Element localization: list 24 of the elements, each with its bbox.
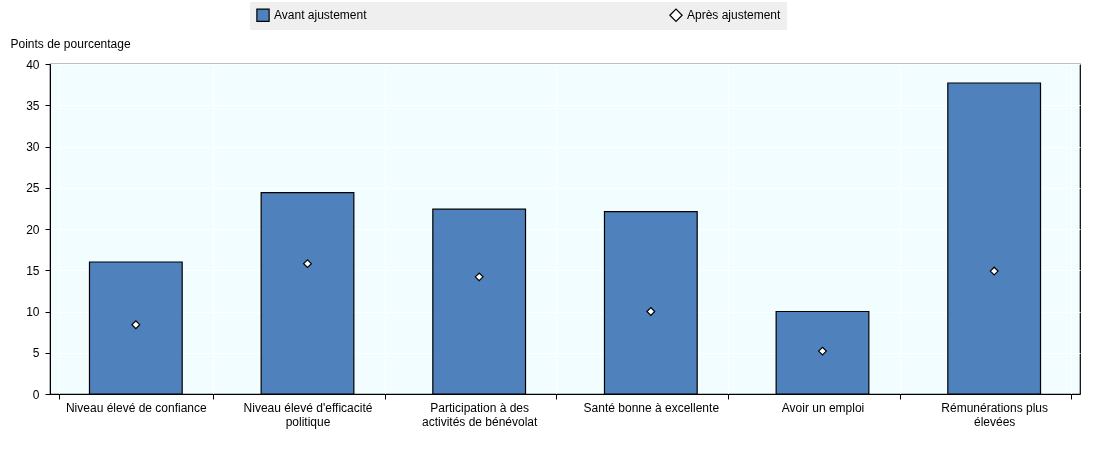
y-axis-title: Points de pourcentage [10,36,131,51]
y-tick-label: 15 [26,263,40,278]
y-tick-label: 40 [26,57,40,72]
y-tick-label: 35 [26,98,40,113]
legend-label: Avant ajustement [274,8,368,23]
y-tick-label: 20 [26,222,40,237]
point [131,320,141,330]
y-tick-label: 30 [26,140,40,154]
point [474,272,484,282]
x-tick-label: Santé bonne à excellente [583,400,720,415]
y-tick-label: 0 [32,387,40,402]
x-tick-label: Niveau élevé de confiance [65,400,208,415]
x-tick-label: Rémunérations plus élevées [941,400,1049,429]
y-tick-label: 25 [26,181,40,196]
x-tick-label: Niveau élevé d'efficacité politique [243,400,373,429]
point [303,259,312,269]
y-tick-label: 10 [26,305,40,319]
point [646,307,656,316]
y-tick-label: 5 [32,346,40,361]
legend-label: Après ajustement [687,8,782,23]
x-tick-label: Avoir un emploi [781,400,865,415]
x-tick-label: Participation à des activités de bénévolat [421,400,539,429]
point [818,346,827,356]
point [989,266,999,276]
